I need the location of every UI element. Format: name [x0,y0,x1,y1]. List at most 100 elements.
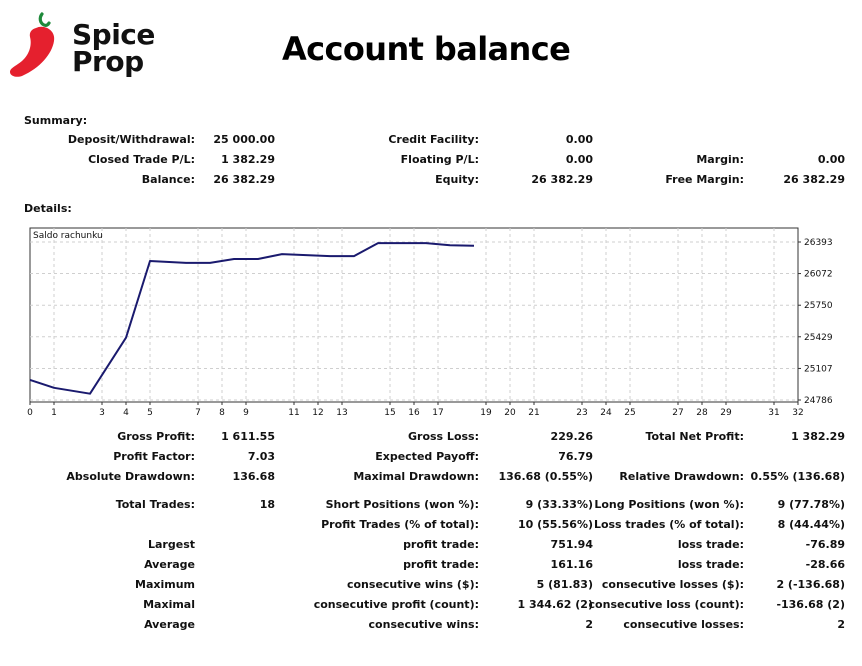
x-tick-label: 12 [312,408,323,418]
y-tick-label: 25429 [804,333,833,343]
balance-chart-svg: 0 1 3 4 5 7 8 9 11 12 13 15 16 17 19 20 21 23 24 25 27 28 29 31… [27,227,833,418]
stat-value: 2 (-136.68) [776,578,845,591]
brand-name: Spice Prop [72,18,155,78]
stat-label: Relative Drawdown: [619,470,744,483]
summary-label: Closed Trade P/L: [88,153,195,166]
stat-value: 0.55% (136.68) [750,470,846,483]
x-tick-label: 23 [576,408,587,418]
summary-value: 25 000.00 [213,133,275,146]
summary-value: 26 382.29 [783,173,845,186]
x-tick-label: 17 [432,408,443,418]
stat-label: Total Trades: [115,498,195,511]
stat-value: 2 [837,618,845,631]
stat-value: 76.79 [558,450,593,463]
stat-label: Average [144,618,195,631]
stat-label: consecutive wins: [368,618,479,631]
stat-value: 136.68 [232,470,275,483]
stat-value: -136.68 (2) [776,598,845,611]
summary-value: 0.00 [817,153,845,166]
brand-name-line2: Prop [72,45,144,78]
stat-label: profit trade: [403,558,479,571]
x-tick-label: 1 [51,408,57,418]
stat-label: loss trade: [677,558,744,571]
x-tick-label: 5 [147,408,153,418]
stat-label: Maximum [135,578,195,591]
summary-value: 0.00 [565,153,593,166]
details-heading: Details: [24,202,72,215]
stat-value: 9 (33.33%) [525,498,593,511]
balance-line [29,242,475,395]
stat-value: 8 (44.44%) [777,518,845,531]
summary-value: 26 382.29 [531,173,593,186]
x-tick-label: 25 [624,408,635,418]
stat-value: 2 [585,618,593,631]
x-tick-label: 13 [336,408,347,418]
stat-value: 10 (55.56%) [517,518,593,531]
x-tick-label: 24 [600,408,612,418]
y-tick-label: 25750 [804,301,833,311]
balance-chart: 0 1 3 4 5 7 8 9 11 12 13 15 16 17 19 20 21 23 24 25 27 28 29 31… [27,226,842,418]
stat-value: 136.68 (0.55%) [498,470,594,483]
stat-label: Gross Profit: [117,430,195,443]
stat-label: consecutive losses ($): [601,578,744,591]
y-tick-label: 24786 [804,396,833,406]
stat-value: 751.94 [550,538,593,551]
brand-name-line1: Spice [72,18,155,51]
x-tick-label: 0 [27,408,33,418]
stat-label: Profit Trades (% of total): [321,518,479,531]
x-tick-label: 16 [408,408,420,418]
x-tick-label: 19 [480,408,492,418]
stat-label: consecutive wins ($): [346,578,479,591]
summary-value: 1 382.29 [221,153,275,166]
stat-label: Maximal [143,598,195,611]
summary-value: 0.00 [565,133,593,146]
x-tick-label: 15 [384,408,395,418]
stat-label: Profit Factor: [113,450,195,463]
brand-logo: Spice Prop [6,8,166,80]
stat-label: Gross Loss: [408,430,479,443]
stat-label: consecutive loss (count): [588,598,744,611]
summary-value: 26 382.29 [213,173,275,186]
stat-value: 1 611.55 [221,430,275,443]
stat-label: consecutive losses: [623,618,744,631]
stat-label: Total Net Profit: [645,430,745,443]
x-tick-label: 28 [696,408,708,418]
x-tick-label: 32 [792,408,803,418]
stat-value: -76.89 [805,538,845,551]
stat-label: Loss trades (% of total): [593,518,744,531]
summary-label: Credit Facility: [388,133,479,146]
x-tick-label: 3 [99,408,105,418]
stat-label: Expected Payoff: [375,450,479,463]
y-tick-label: 26393 [804,238,833,248]
stat-label: Short Positions (won %): [325,498,479,511]
x-tick-label: 11 [288,408,299,418]
x-tick-label: 8 [219,408,225,418]
summary-label: Equity: [435,173,479,186]
summary-label: Margin: [696,153,744,166]
stat-label: loss trade: [677,538,744,551]
stat-value: 1 344.62 (2) [517,598,593,611]
stat-label: Average [144,558,195,571]
chili-pepper-icon [10,12,55,77]
x-tick-label: 4 [123,408,129,418]
summary-label: Free Margin: [665,173,744,186]
x-tick-label: 31 [768,408,779,418]
stat-value: -28.66 [805,558,845,571]
stat-value: 161.16 [550,558,593,571]
page-title: Account balance [282,30,571,68]
chart-title: Saldo rachunku [33,231,103,241]
stat-value: 7.03 [247,450,275,463]
x-tick-label: 27 [672,408,683,418]
stat-label: Absolute Drawdown: [66,470,195,483]
stat-value: 229.26 [550,430,593,443]
x-tick-label: 29 [720,408,732,418]
stat-label: Largest [148,538,195,551]
summary-label: Balance: [141,173,195,186]
x-tick-label: 7 [195,408,201,418]
stat-label: consecutive profit (count): [313,598,479,611]
y-tick-label: 26072 [804,270,833,280]
y-tick-label: 25107 [804,364,833,374]
stat-value: 18 [259,498,275,511]
x-tick-label: 21 [528,408,539,418]
stat-label: Long Positions (won %): [594,498,744,511]
